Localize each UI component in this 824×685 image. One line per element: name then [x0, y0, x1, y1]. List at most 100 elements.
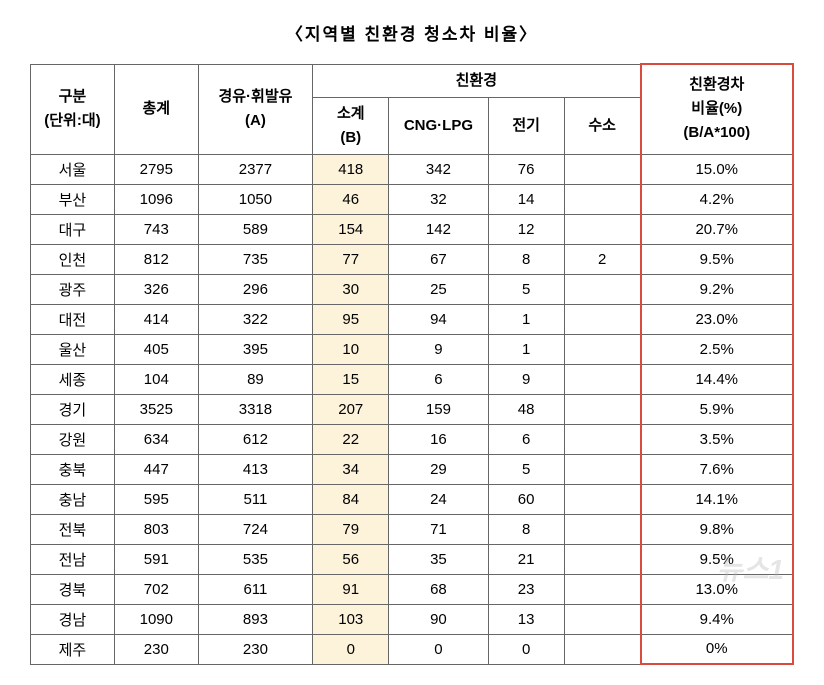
table-row: 제주2302300000%	[31, 634, 794, 664]
cell-total: 702	[114, 574, 198, 604]
cell-hydrogen	[564, 484, 640, 514]
table-row: 부산109610504632144.2%	[31, 184, 794, 214]
cell-electric: 8	[488, 514, 564, 544]
cell-region: 경북	[31, 574, 115, 604]
cell-cng-lpg: 90	[389, 604, 488, 634]
cell-hydrogen	[564, 574, 640, 604]
table-row: 인천8127357767829.5%	[31, 244, 794, 274]
cell-cng-lpg: 68	[389, 574, 488, 604]
cell-region: 대구	[31, 214, 115, 244]
cell-diesel-gasoline: 3318	[198, 394, 312, 424]
cell-ratio: 4.2%	[641, 184, 794, 214]
cell-region: 울산	[31, 334, 115, 364]
cell-total: 2795	[114, 154, 198, 184]
cell-hydrogen	[564, 154, 640, 184]
cell-cng-lpg: 16	[389, 424, 488, 454]
table-row: 경북70261191682313.0%	[31, 574, 794, 604]
cell-total: 591	[114, 544, 198, 574]
cell-subtotal: 22	[313, 424, 389, 454]
cell-electric: 1	[488, 304, 564, 334]
cell-hydrogen	[564, 304, 640, 334]
cell-diesel-gasoline: 322	[198, 304, 312, 334]
cell-total: 595	[114, 484, 198, 514]
header-cng-lpg: CNG·LPG	[389, 97, 488, 154]
cell-total: 812	[114, 244, 198, 274]
cell-hydrogen	[564, 514, 640, 544]
cell-diesel-gasoline: 893	[198, 604, 312, 634]
cell-electric: 76	[488, 154, 564, 184]
cell-subtotal: 56	[313, 544, 389, 574]
cell-cng-lpg: 29	[389, 454, 488, 484]
table-row: 울산40539510912.5%	[31, 334, 794, 364]
header-electric: 전기	[488, 97, 564, 154]
cell-diesel-gasoline: 724	[198, 514, 312, 544]
cell-hydrogen	[564, 634, 640, 664]
cell-electric: 14	[488, 184, 564, 214]
cell-cng-lpg: 9	[389, 334, 488, 364]
cell-total: 104	[114, 364, 198, 394]
cell-region: 서울	[31, 154, 115, 184]
cell-region: 대전	[31, 304, 115, 334]
cell-total: 743	[114, 214, 198, 244]
cell-hydrogen	[564, 274, 640, 304]
cell-electric: 13	[488, 604, 564, 634]
cell-hydrogen	[564, 214, 640, 244]
cell-subtotal: 91	[313, 574, 389, 604]
table-row: 광주326296302559.2%	[31, 274, 794, 304]
table-row: 경남109089310390139.4%	[31, 604, 794, 634]
cell-electric: 1	[488, 334, 564, 364]
table-row: 전북803724797189.8%	[31, 514, 794, 544]
cell-cng-lpg: 67	[389, 244, 488, 274]
cell-ratio: 2.5%	[641, 334, 794, 364]
cell-subtotal: 10	[313, 334, 389, 364]
table-row: 전남5915355635219.5%	[31, 544, 794, 574]
header-ratio: 친환경차 비율(%) (B/A*100)	[641, 64, 794, 154]
cell-ratio: 20.7%	[641, 214, 794, 244]
cell-region: 전북	[31, 514, 115, 544]
cell-ratio: 7.6%	[641, 454, 794, 484]
header-ratio-label: 친환경차	[689, 76, 744, 93]
cell-ratio: 15.0%	[641, 154, 794, 184]
cell-cng-lpg: 6	[389, 364, 488, 394]
cell-subtotal: 34	[313, 454, 389, 484]
cell-ratio: 5.9%	[641, 394, 794, 424]
cell-diesel-gasoline: 612	[198, 424, 312, 454]
header-subtotal: 소계 (B)	[313, 97, 389, 154]
cell-cng-lpg: 142	[389, 214, 488, 244]
cell-region: 강원	[31, 424, 115, 454]
cell-ratio: 3.5%	[641, 424, 794, 454]
cell-cng-lpg: 32	[389, 184, 488, 214]
header-eco-group: 친환경	[313, 64, 641, 97]
header-region: 구분 (단위:대)	[31, 64, 115, 154]
table-row: 충남59551184246014.1%	[31, 484, 794, 514]
cell-subtotal: 15	[313, 364, 389, 394]
cell-cng-lpg: 35	[389, 544, 488, 574]
cell-electric: 60	[488, 484, 564, 514]
cell-hydrogen	[564, 604, 640, 634]
table-header: 구분 (단위:대) 총계 경유·휘발유 (A) 친환경 친환경차 비율(%) (…	[31, 64, 794, 154]
cell-subtotal: 154	[313, 214, 389, 244]
cell-diesel-gasoline: 230	[198, 634, 312, 664]
cell-total: 803	[114, 514, 198, 544]
header-diesel-label: 경유·휘발유	[218, 88, 292, 105]
cell-total: 447	[114, 454, 198, 484]
cell-diesel-gasoline: 395	[198, 334, 312, 364]
table-row: 서울279523774183427615.0%	[31, 154, 794, 184]
cell-electric: 0	[488, 634, 564, 664]
cell-ratio: 13.0%	[641, 574, 794, 604]
cell-diesel-gasoline: 296	[198, 274, 312, 304]
cell-cng-lpg: 94	[389, 304, 488, 334]
table-row: 경기35253318207159485.9%	[31, 394, 794, 424]
header-subtotal-label: 소계	[337, 105, 365, 122]
cell-subtotal: 79	[313, 514, 389, 544]
table-row: 세종10489156914.4%	[31, 364, 794, 394]
table-title: 〈지역별 친환경 청소차 비율〉	[30, 20, 794, 45]
table-body: 서울279523774183427615.0%부산109610504632144…	[31, 154, 794, 664]
cell-ratio: 9.5%	[641, 244, 794, 274]
table-row: 대전4143229594123.0%	[31, 304, 794, 334]
cell-region: 인천	[31, 244, 115, 274]
header-ratio-sub2: (B/A*100)	[683, 124, 750, 141]
cell-region: 경남	[31, 604, 115, 634]
header-diesel-gasoline: 경유·휘발유 (A)	[198, 64, 312, 154]
cell-subtotal: 207	[313, 394, 389, 424]
